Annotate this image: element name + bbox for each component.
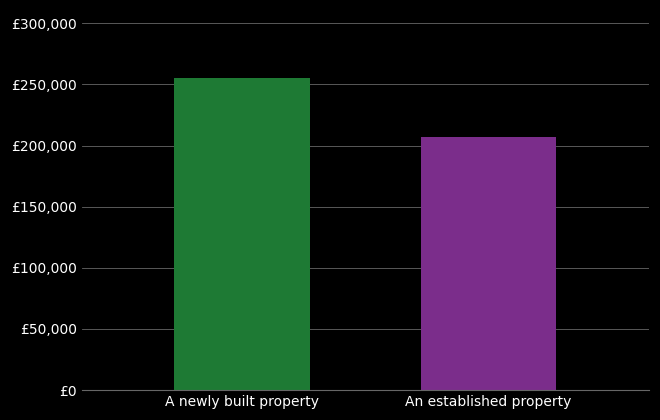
Bar bbox=[174, 79, 310, 390]
Bar bbox=[421, 137, 556, 390]
